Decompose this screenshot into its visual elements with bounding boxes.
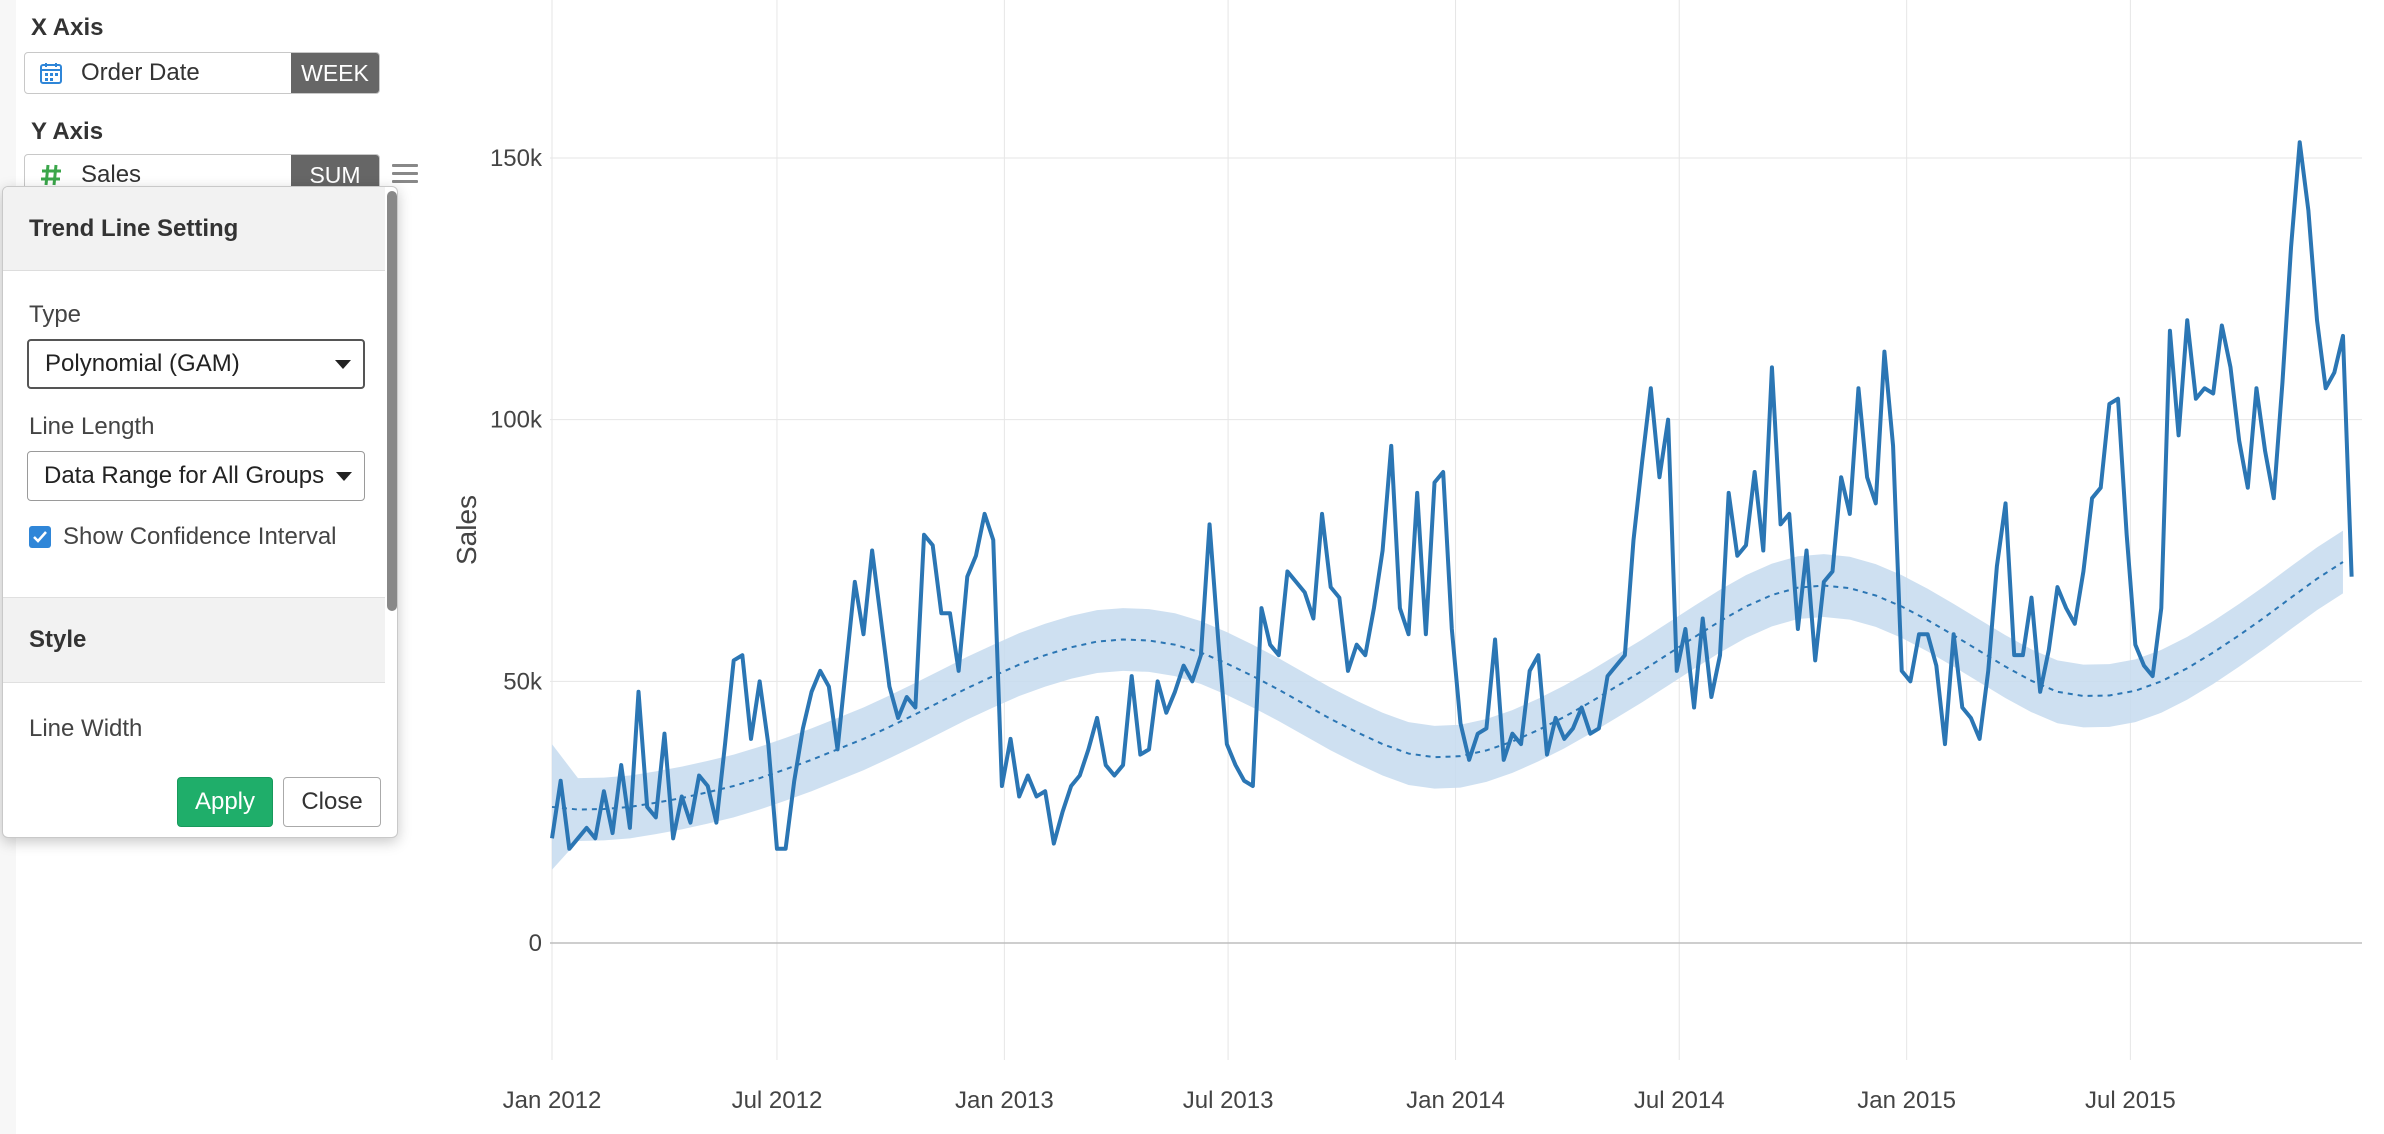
x-tick-label: Jan 2015 (1857, 1087, 1956, 1114)
type-select[interactable]: Polynomial (GAM) (27, 339, 365, 389)
check-icon (33, 531, 47, 543)
x-tick-label: Jul 2012 (732, 1087, 823, 1114)
y-tick-label: 50k (503, 668, 543, 695)
hamburger-menu-icon[interactable] (392, 164, 418, 186)
y-tick-label: 150k (490, 145, 543, 172)
calendar-icon (33, 53, 69, 93)
x-tick-label: Jan 2012 (503, 1087, 602, 1114)
trend-line-setting-popover: Trend Line Setting Type Polynomial (GAM)… (2, 186, 398, 838)
x-tick-label: Jan 2013 (955, 1087, 1054, 1114)
y-tick-label: 0 (529, 930, 542, 957)
close-button[interactable]: Close (283, 777, 381, 827)
popover-scrollbar[interactable] (387, 191, 397, 611)
y-axis-field-label: Sales (81, 161, 142, 188)
y-tick-label: 100k (490, 407, 543, 434)
confidence-band (552, 530, 2343, 870)
x-axis-field-label: Order Date (81, 59, 200, 86)
x-tick-label: Jul 2013 (1183, 1087, 1274, 1114)
sales-series-line (550, 140, 2354, 851)
line-length-label: Line Length (29, 413, 155, 440)
y-axis-label: Sales (451, 495, 482, 565)
style-section-header[interactable]: Style (3, 597, 385, 683)
trend-line (551, 561, 2344, 811)
show-confidence-interval-label: Show Confidence Interval (63, 523, 337, 550)
x-axis-aggregation[interactable]: WEEK (291, 53, 379, 93)
x-axis-title: X Axis (31, 14, 104, 41)
line-width-label: Line Width (29, 715, 143, 742)
type-select-value: Polynomial (GAM) (45, 350, 240, 377)
chevron-down-icon (336, 471, 352, 481)
popover-title: Trend Line Setting (29, 215, 239, 242)
show-confidence-interval-row[interactable]: Show Confidence Interval (29, 523, 337, 551)
sales-trend-chart: Jan 2012 Jul 2012 Jan 2013 Jul 2013 Jan 2014… (451, 0, 2362, 1114)
chevron-down-icon (335, 359, 351, 369)
x-tick-label: Jul 2015 (2085, 1087, 2176, 1114)
style-section-title: Style (29, 626, 87, 653)
type-label: Type (29, 301, 82, 328)
y-axis-title: Y Axis (31, 118, 104, 145)
line-length-select[interactable]: Data Range for All Groups (27, 451, 365, 501)
show-confidence-interval-checkbox[interactable] (29, 526, 51, 548)
line-length-select-value: Data Range for All Groups (44, 462, 325, 489)
x-tick-label: Jan 2014 (1406, 1087, 1505, 1114)
x-tick-label: Jul 2014 (1634, 1087, 1725, 1114)
hash-icon (33, 155, 69, 195)
apply-button[interactable]: Apply (177, 777, 273, 827)
x-axis-field-pill[interactable]: Order Date WEEK (24, 52, 380, 94)
popover-header: Trend Line Setting (3, 187, 385, 271)
